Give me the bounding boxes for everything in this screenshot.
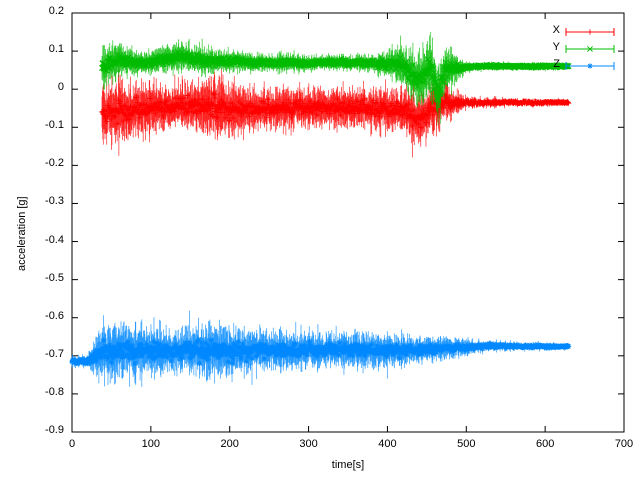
series-Z <box>69 310 572 387</box>
y-tick-label: -0.3 <box>45 195 64 208</box>
x-tick-label: 0 <box>68 438 76 450</box>
x-axis-title: time[s] <box>331 459 365 471</box>
legend-label-x: X <box>552 24 560 36</box>
y-tick-label: -0.8 <box>45 385 64 398</box>
legend-label-z: Z <box>553 58 560 70</box>
x-tick-label: 200 <box>220 438 239 450</box>
x-tick-label: 400 <box>378 438 397 450</box>
x-tick-label: 300 <box>299 438 318 450</box>
x-tick-label: 500 <box>457 438 476 450</box>
y-tick-label: -0.4 <box>45 233 64 246</box>
axis-ticks <box>71 12 625 433</box>
y-tick-label: -0.6 <box>45 309 64 322</box>
x-tick-label: 600 <box>535 438 555 450</box>
legend-sample-x <box>565 28 615 36</box>
series-Y <box>99 31 572 125</box>
plot-border <box>71 12 625 433</box>
legend-sample-y <box>565 45 615 53</box>
y-tick-label: -0.7 <box>45 347 64 360</box>
series-X <box>99 67 572 158</box>
x-tick-label: 700 <box>614 438 634 450</box>
legend-label-y: Y <box>552 41 560 53</box>
legend-sample-z <box>565 62 615 70</box>
y-tick-label: -0.1 <box>45 119 64 132</box>
y-tick-label: -0.9 <box>45 424 64 436</box>
y-tick-label: -0.2 <box>45 157 64 170</box>
y-tick-label: 0.1 <box>48 43 64 56</box>
y-tick-label: 0 <box>57 81 64 94</box>
y-tick-label: 0.2 <box>48 5 64 17</box>
y-tick-label: -0.5 <box>45 271 64 284</box>
x-tick-label: 100 <box>141 438 161 450</box>
